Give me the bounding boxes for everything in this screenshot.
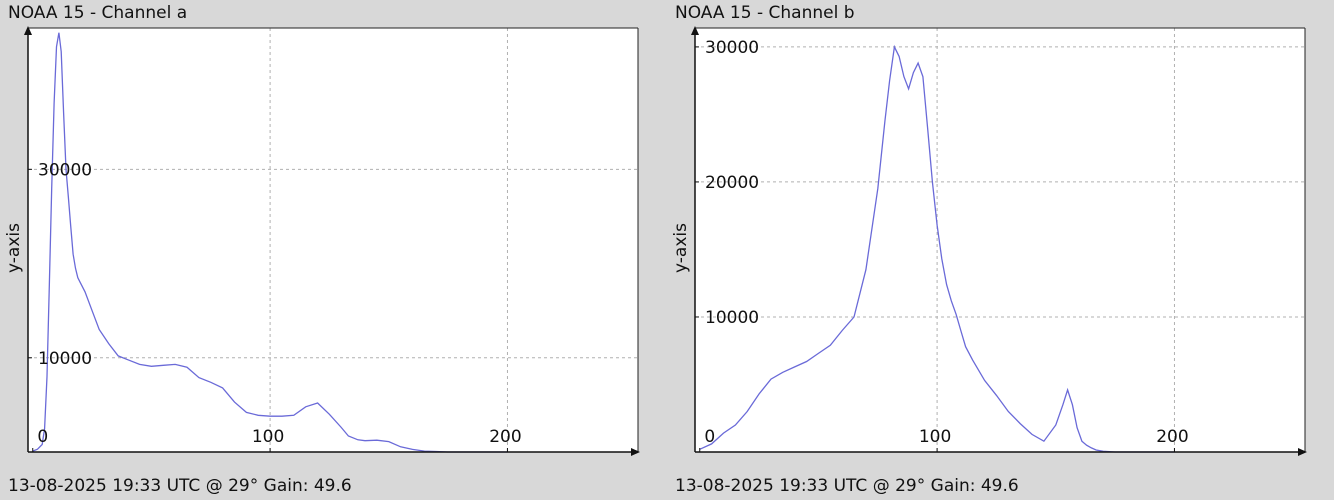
line-chart-a: 0 100 200 10000 30000 y-axis	[4, 26, 640, 456]
plot-area	[695, 28, 1305, 452]
y-tick-label: 30000	[705, 38, 759, 58]
y-axis-arrow	[691, 26, 699, 35]
x-tick-label: 200	[489, 427, 521, 447]
pass-info-footer: 13-08-2025 19:33 UTC @ 29° Gain: 49.6	[8, 476, 352, 496]
chart-panel-a: NOAA 15 - Channel a 0 100 200 10000 30000 y-a…	[4, 3, 640, 496]
y-axis-arrow	[24, 26, 32, 35]
line-chart-b: 0 100 200 10000 20000 30000 y-axis	[671, 26, 1307, 456]
x-tick-label: 100	[252, 427, 284, 447]
y-tick-label: 20000	[705, 173, 759, 193]
x-tick-label: 0	[704, 427, 715, 447]
x-tick-label: 0	[37, 427, 48, 447]
plot-area	[28, 28, 638, 452]
x-tick-label: 100	[919, 427, 951, 447]
x-tick-label: 200	[1156, 427, 1188, 447]
y-tick-label: 10000	[38, 349, 92, 369]
x-axis-arrow	[631, 448, 640, 456]
chart-title: NOAA 15 - Channel b	[675, 3, 855, 23]
y-tick-label: 10000	[705, 308, 759, 328]
series-line	[32, 32, 508, 453]
y-axis-label: y-axis	[4, 223, 24, 273]
series-line	[699, 44, 1175, 453]
pass-info-footer: 13-08-2025 19:33 UTC @ 29° Gain: 49.6	[675, 476, 1019, 496]
y-tick-label: 30000	[38, 160, 92, 180]
y-axis-label: y-axis	[671, 223, 691, 273]
x-axis-arrow	[1298, 448, 1307, 456]
chart-panel-b: NOAA 15 - Channel b 0 100 200 10000 20000 300…	[667, 0, 1334, 500]
chart-title: NOAA 15 - Channel a	[8, 3, 188, 23]
